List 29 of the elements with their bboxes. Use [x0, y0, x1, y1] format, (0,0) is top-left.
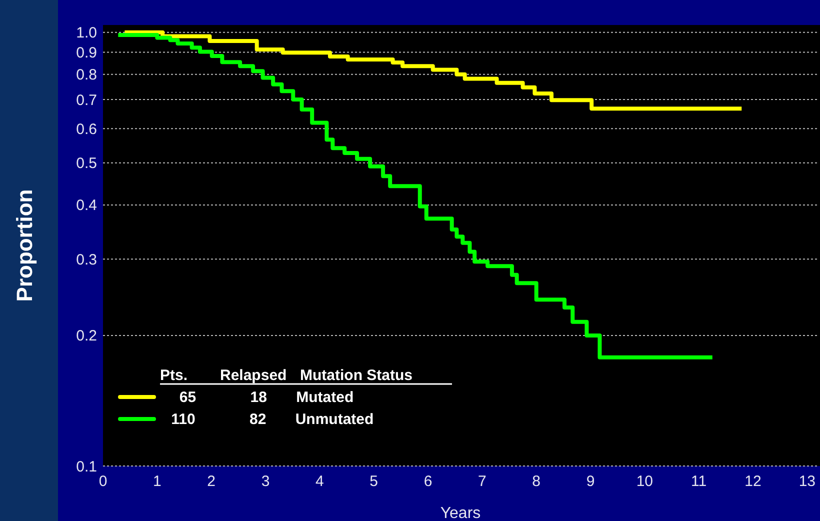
x-tick-label: 2	[207, 473, 216, 490]
y-tick-label: 0.5	[76, 155, 97, 172]
y-tick-label: 0.2	[76, 328, 97, 345]
x-tick-label: 3	[261, 473, 270, 490]
legend-label: 65 18 Mutated	[179, 389, 354, 406]
y-tick-label: 0.9	[76, 44, 97, 62]
y-tick-label: 0.4	[76, 197, 97, 214]
y-tick-label: 0.6	[76, 120, 97, 138]
text: Pts. Relapsed Mutation Status	[160, 367, 412, 384]
x-tick-label: 4	[315, 473, 324, 490]
x-tick-label: 1	[152, 473, 162, 490]
x-tick-label: 0	[98, 473, 108, 490]
x-tick-label: 13	[798, 473, 816, 490]
legend-label: 110 82 Unmutated	[171, 411, 374, 428]
y-tick-label: 0.8	[76, 66, 97, 84]
y-tick-label: 0.3	[76, 251, 97, 268]
x-tick-label: 11	[691, 473, 707, 490]
x-tick-label: 7	[478, 473, 486, 490]
x-tick-label: 12	[744, 473, 762, 490]
y-axis-title: Proportion	[12, 189, 37, 302]
x-axis-title: Years	[440, 505, 481, 521]
x-tick-label: 6	[424, 473, 432, 490]
x-tick-label: 5	[370, 473, 378, 490]
y-tick-label: 0.1	[76, 458, 97, 476]
x-tick-label: 9	[586, 473, 595, 490]
y-tick-label: 1.0	[76, 24, 97, 42]
x-tick-label: 10	[636, 473, 654, 490]
x-tick-label: 8	[532, 473, 541, 490]
y-tick-label: 0.7	[76, 92, 97, 109]
